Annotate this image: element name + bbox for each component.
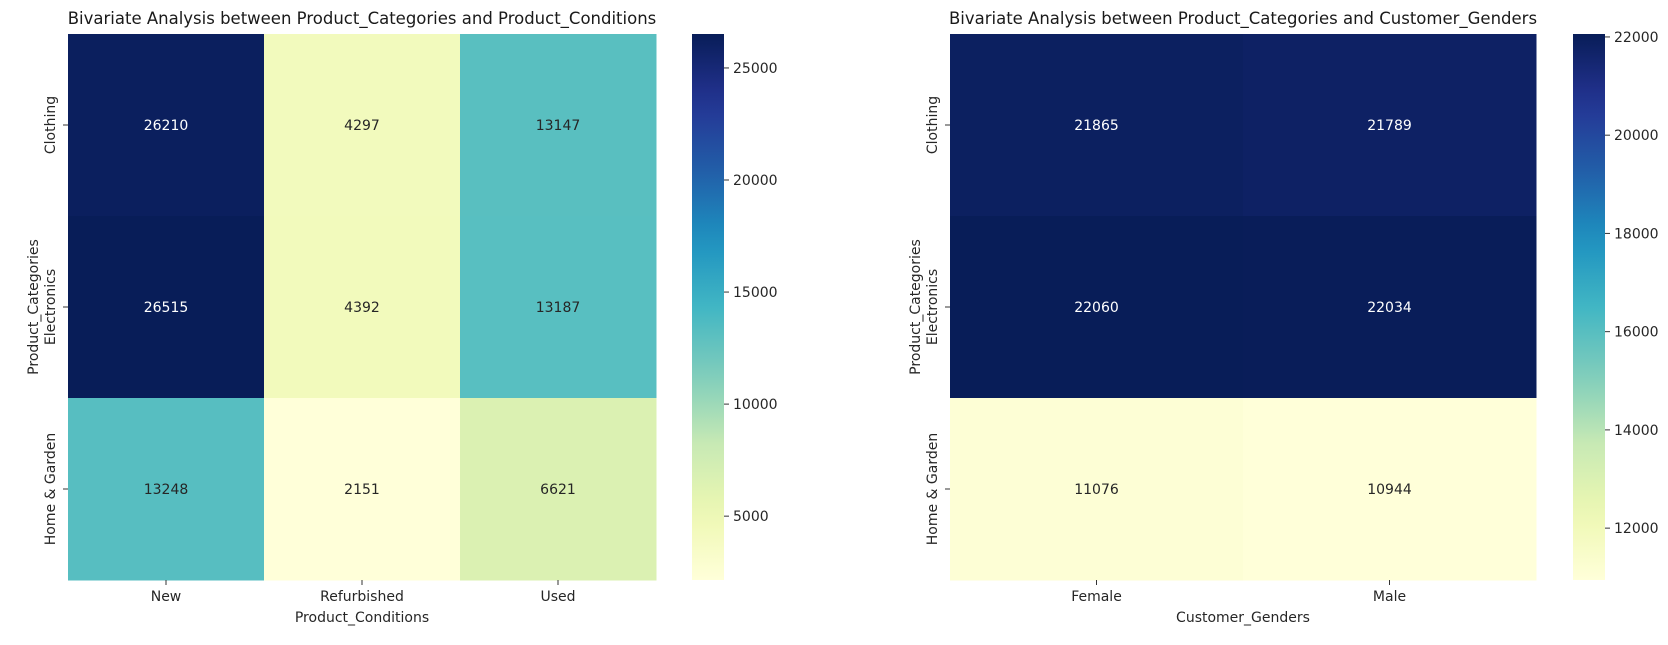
colorbar [1573, 34, 1605, 580]
cell-value-label: 11076 [1074, 482, 1119, 498]
chart-title: Bivariate Analysis between Product_Categ… [949, 9, 1537, 29]
cell-value-label: 10944 [1367, 482, 1412, 498]
y-tick-label: Home & Garden [925, 433, 941, 545]
colorbar [692, 34, 724, 580]
colorbar-tick-label: 25000 [733, 61, 778, 77]
cell-value-label: 26515 [144, 300, 189, 316]
cell-value-label: 13248 [144, 482, 189, 498]
heatmap-cell [460, 34, 657, 217]
x-tick-label: New [151, 589, 182, 605]
y-axis-label: Product_Categories [908, 239, 924, 375]
colorbar-tick-label: 18000 [1614, 226, 1659, 242]
cell-value-label: 22060 [1074, 300, 1119, 316]
cell-value-label: 21865 [1074, 118, 1119, 134]
x-tick-label: Used [540, 589, 575, 605]
y-axis-label: Product_Categories [26, 239, 42, 375]
heatmap-cell [264, 398, 461, 581]
colorbar-tick-label: 16000 [1614, 325, 1659, 341]
cell-value-label: 4392 [344, 300, 380, 316]
cell-value-label: 13187 [536, 300, 581, 316]
colorbar-tick-label: 10000 [733, 397, 778, 413]
cell-value-label: 21789 [1367, 118, 1412, 134]
heatmap-cell [68, 398, 265, 581]
colorbar-tick-label: 14000 [1614, 423, 1659, 439]
chart-title: Bivariate Analysis between Product_Categ… [68, 9, 657, 29]
y-tick-label: Electronics [43, 269, 59, 345]
colorbar-tick-label: 22000 [1614, 30, 1659, 46]
colorbar-tick-label: 20000 [733, 173, 778, 189]
cell-value-label: 26210 [144, 118, 189, 134]
heatmap-customer-genders: 21865 21789 22060 22034 11076 10944 Female Male… [908, 9, 1659, 626]
x-tick-label: Refurbished [320, 589, 404, 605]
heatmap-cell [1243, 398, 1537, 581]
colorbar-tick-label: 15000 [733, 285, 778, 301]
x-tick-label: Male [1373, 589, 1406, 605]
colorbar-tick-label: 20000 [1614, 128, 1659, 144]
colorbar-tick-label: 5000 [733, 509, 769, 525]
heatmap-cell [68, 216, 265, 399]
heatmap-product-conditions: 26210 4297 13147 26515 4392 13187 13248 2151 662… [26, 9, 778, 626]
cell-value-label: 4297 [344, 118, 380, 134]
heatmap-cell [950, 398, 1244, 581]
cell-value-label: 6621 [540, 482, 576, 498]
heatmap-cell [950, 34, 1244, 217]
heatmap-cell [1243, 34, 1537, 217]
x-tick-label: Female [1071, 589, 1122, 605]
heatmap-cell [1243, 216, 1537, 399]
heatmap-cell [264, 34, 461, 217]
y-tick-label: Clothing [43, 96, 59, 154]
heatmap-cell [68, 34, 265, 217]
y-tick-label: Electronics [925, 269, 941, 345]
cell-value-label: 2151 [344, 482, 380, 498]
cell-value-label: 13147 [536, 118, 581, 134]
colorbar-tick-label: 12000 [1614, 521, 1659, 537]
y-tick-label: Clothing [925, 96, 941, 154]
y-tick-label: Home & Garden [43, 433, 59, 545]
x-axis-label: Customer_Genders [1176, 610, 1310, 626]
heatmap-cell [460, 216, 657, 399]
heatmap-cell [264, 216, 461, 399]
cell-value-label: 22034 [1367, 300, 1412, 316]
heatmap-cell [950, 216, 1244, 399]
x-axis-label: Product_Conditions [295, 610, 429, 626]
heatmap-cell [460, 398, 657, 581]
